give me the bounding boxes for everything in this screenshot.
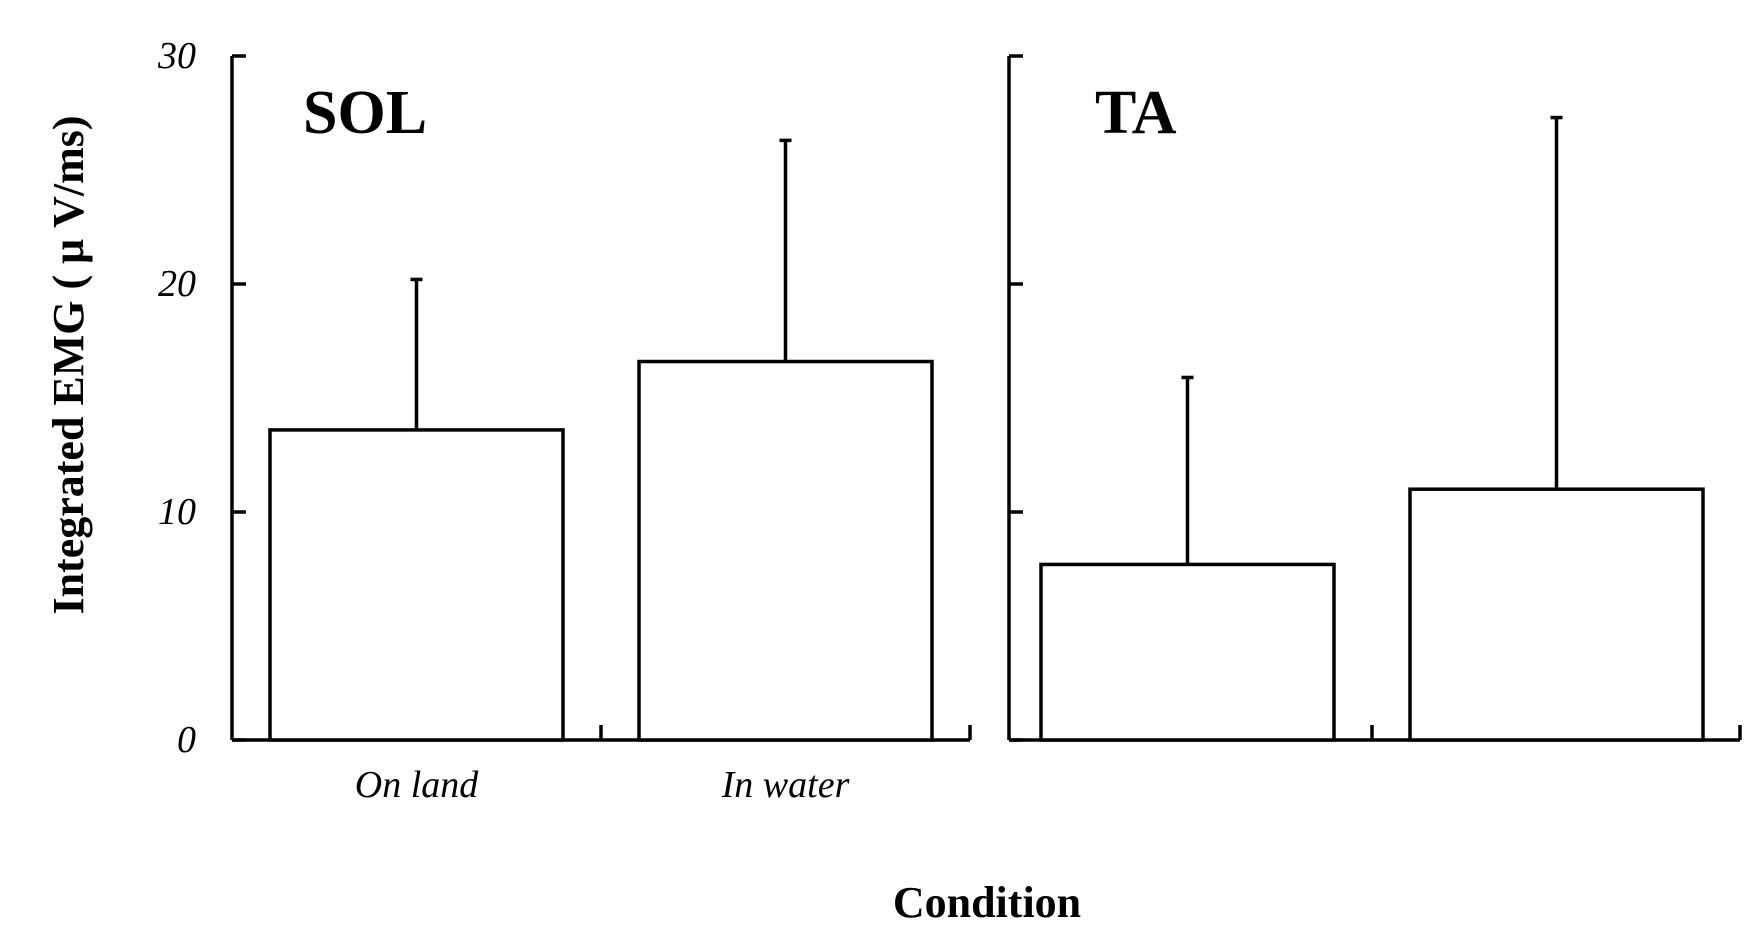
- chart-panels: 0 10 20 30 SOL On land In water TA: [157, 35, 1742, 806]
- y-tick-label: 30: [157, 35, 196, 77]
- panel-sol-bar-in-water: [637, 359, 934, 742]
- panel-ta-bar-in-water: [1408, 487, 1705, 742]
- category-label-on-land: On land: [355, 764, 480, 806]
- panel-sol: 0 10 20 30 SOL On land In water: [157, 35, 972, 806]
- y-axis-title: Integrated EMG ( μ V/ms): [44, 115, 93, 614]
- panel-sol-title: SOL: [303, 79, 427, 147]
- panel-sol-bar-on-land: [268, 428, 565, 742]
- x-axis-title: Condition: [893, 878, 1081, 927]
- y-tick-label: 20: [158, 263, 196, 305]
- y-tick-label: 0: [177, 719, 196, 761]
- panel-ta: TA: [1007, 54, 1742, 742]
- y-tick-label: 10: [158, 491, 196, 533]
- panel-ta-bar-on-land: [1039, 562, 1336, 742]
- panel-ta-title: TA: [1095, 79, 1177, 147]
- category-label-in-water: In water: [721, 764, 850, 806]
